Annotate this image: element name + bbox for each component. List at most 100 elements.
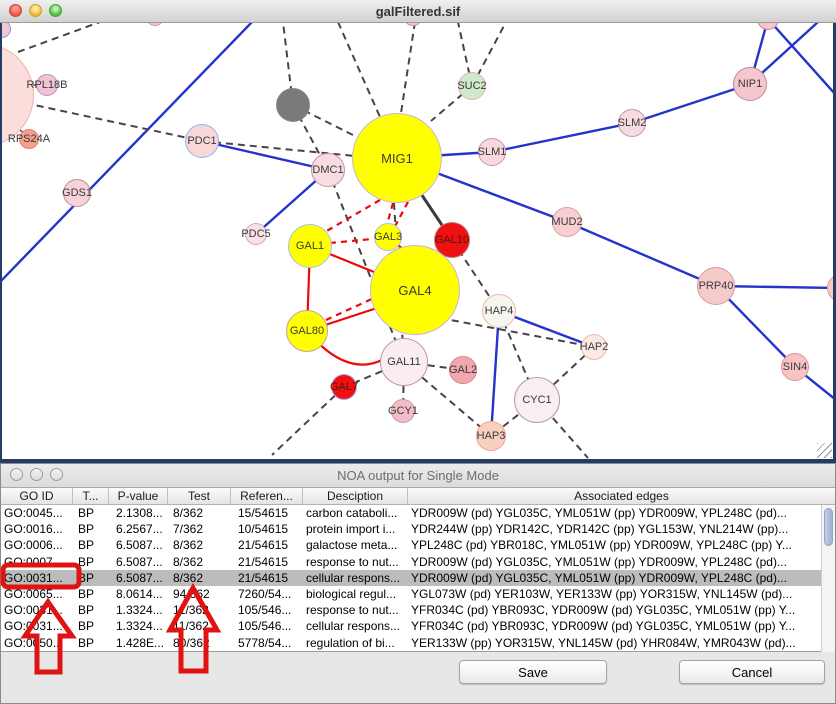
table-cell-type: BP [78,570,95,585]
minimize-button[interactable] [29,4,42,17]
node-CYC1[interactable]: CYC1 [514,377,560,423]
node-MUD2[interactable]: MUD2 [551,207,583,237]
table-cell-type: BP [78,635,95,650]
table-cell-p_value: 6.2567... [116,522,163,537]
node-GAL3[interactable]: GAL3 [374,223,402,251]
table-row[interactable]: GO:0050... BP 1.428E... 80/362 5778/54... reg… [1,635,823,651]
node-label: CYC1 [522,394,552,406]
zoom-button[interactable] [50,468,63,481]
table-row[interactable]: GO:0065... BP 8.0614... 94/362 7260/54... bio… [1,586,823,602]
resize-grip-icon[interactable] [817,443,832,458]
noa-window-title: NOA output for Single Mode [337,468,499,483]
cancel-button[interactable]: Cancel [679,660,825,684]
table-cell-reference: 21/54615 [238,538,289,553]
node-GAL11[interactable]: GAL11 [380,338,428,386]
minimize-button[interactable] [30,468,43,481]
table-cell-go_id: GO:0065... [4,587,63,602]
network-edge [769,23,833,94]
table-cell-go_id: GO:0050... [4,635,63,650]
table-cell-description: protein import i... [306,522,396,537]
node-SIN4[interactable]: SIN4 [781,353,809,381]
table-row[interactable]: GO:0031... BP 1.3324... 11/362 105/546... cel… [1,618,823,634]
node-SUC2[interactable]: SUC2 [457,72,487,100]
node-GAL2[interactable]: GAL2 [449,356,477,384]
table-cell-edges: YFR034C (pd) YBR093C, YDR009W (pd) YGL03… [411,619,796,634]
table-cell-type: BP [78,603,95,618]
scrollbar-thumb[interactable] [824,508,833,546]
table-cell-type: BP [78,554,95,569]
column-header[interactable]: Desciption [303,488,408,504]
network-edge [201,139,329,172]
node-HAP2[interactable]: HAP2 [579,334,609,360]
node-label: MUD2 [551,216,583,228]
node-HAP3[interactable]: HAP3 [476,421,506,451]
table-row[interactable]: GO:0007... BP 6.5087... 8/362 21/54615 respon… [1,554,823,570]
table-row[interactable]: GO:0016... BP 6.2567... 7/362 10/54615 protei… [1,521,823,537]
column-header[interactable]: Associated edges [574,489,669,503]
node-GDS1[interactable]: GDS1 [62,179,92,207]
column-header[interactable]: T... [73,488,109,504]
node-label: GAL4 [398,282,432,298]
column-header[interactable]: GO ID [1,488,73,504]
node-PDC1[interactable]: PDC1 [185,124,219,158]
node-SLM1[interactable]: SLM1 [478,138,506,166]
table-cell-reference: 105/546... [238,603,292,618]
table-cell-edges: YDR009W (pd) YGL035C, YML051W (pp) YDR00… [411,506,787,521]
node-GAL4[interactable]: GAL4 [370,245,460,335]
table-cell-test: 7/362 [173,522,204,537]
table-cell-type: BP [78,522,95,537]
node-GAL7[interactable]: GAL7 [330,374,358,400]
table-header: GO ID T... P-value Test Referen... Desciption… [1,488,835,505]
node-MIG1[interactable]: MIG1 [352,113,442,203]
edge-layer [2,23,833,459]
column-header[interactable]: Referen... [231,488,303,504]
node-PDC5[interactable]: PDC5 [241,223,271,245]
node-label: PDC5 [241,228,271,240]
traffic-lights [9,4,62,17]
node-PRP40[interactable]: PRP40 [697,267,735,305]
table-cell-p_value: 1.428E... [116,635,165,650]
node-label: PRP40 [698,280,734,292]
table-row[interactable]: GO:0006... BP 6.5087... 8/362 21/54615 galact… [1,537,823,553]
node-DMC1[interactable]: DMC1 [311,153,345,187]
network-window: galFiltered.sif RPL18B RPS24A GDS1 PDC1 DMC1… [0,0,836,459]
node-GAL1[interactable]: GAL1 [288,224,332,268]
node-SLM2[interactable]: SLM2 [618,109,646,137]
network-canvas[interactable]: RPL18B RPS24A GDS1 PDC1 DMC1 MIG1 SUC2 SLM1 SLM2… [2,23,833,459]
node-gray-node[interactable] [276,88,310,122]
save-button[interactable]: Save [459,660,607,684]
node-label: HAP2 [579,341,609,353]
table-cell-reference: 21/54615 [238,554,289,569]
zoom-button[interactable] [49,4,62,17]
table-row[interactable]: GO:0031... BP 6.5087... 8/362 21/54615 cellul… [1,569,823,586]
column-header[interactable]: P-value [109,488,168,504]
table-cell-reference: 21/54615 [238,570,289,585]
node-GCY1[interactable]: GCY1 [388,399,418,423]
node-GAL80[interactable]: GAL80 [286,310,328,352]
table-cell-reference: 10/54615 [238,522,289,537]
network-edge [17,23,101,53]
node-RPL18B[interactable]: RPL18B [27,74,68,96]
noa-window-titlebar[interactable]: NOA output for Single Mode [1,464,835,488]
table-cell-description: response to nut... [306,554,399,569]
table-row[interactable]: GO:0045... BP 2.1308... 8/362 15/54615 carbon… [1,505,823,521]
table-cell-p_value: 6.5087... [116,570,163,585]
network-edge [491,121,633,154]
close-button[interactable] [10,468,23,481]
node-NIP1[interactable]: NIP1 [733,67,767,101]
network-window-titlebar[interactable]: galFiltered.sif [0,0,836,23]
node-label: RPS24A [7,133,51,145]
node-label: GCY1 [388,405,418,417]
column-header[interactable]: Test [168,488,231,504]
node-label: RPL18B [26,79,68,91]
table-cell-go_id: GO:0016... [4,522,63,537]
node-HAP4[interactable]: HAP4 [482,294,516,328]
node-RPS24A[interactable]: RPS24A [8,129,50,149]
node-label: DMC1 [312,164,344,176]
table-cell-type: BP [78,506,95,521]
table-row[interactable]: GO:0031... BP 1.3324... 11/362 105/546... res… [1,602,823,618]
close-button[interactable] [9,4,22,17]
network-edge [24,102,203,142]
vertical-scrollbar[interactable] [821,505,835,652]
table-cell-description: biological regul... [306,587,397,602]
